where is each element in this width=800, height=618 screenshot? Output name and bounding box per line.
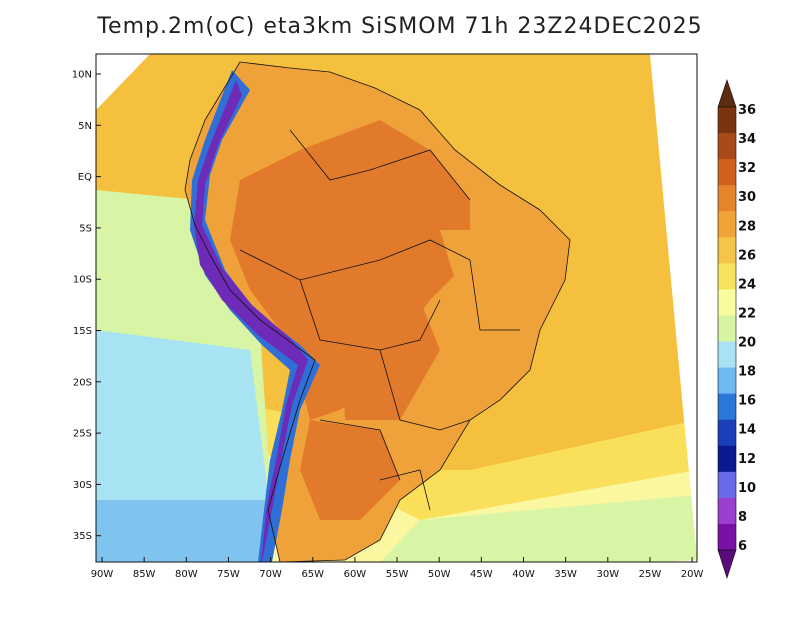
colorbar-label: 14 <box>738 423 756 438</box>
lat-tick-label: 20S <box>73 377 92 388</box>
latitude-axis: 10N 5N EQ 5S 10S 15S 20S 25S 30S 35S <box>72 70 101 542</box>
lat-tick-label: 35S <box>73 531 92 542</box>
colorbar-label: 28 <box>738 219 756 234</box>
lon-tick-label: 55W <box>386 569 409 580</box>
colorbar-label: 18 <box>738 365 756 380</box>
lat-tick-label: 10N <box>72 70 92 81</box>
border-northeast <box>469 259 520 331</box>
colorbar-segment <box>718 263 736 290</box>
lon-tick-label: 85W <box>133 569 156 580</box>
colorbar-segment <box>718 185 736 212</box>
colorbar-min-arrow <box>717 549 737 579</box>
map-title: Temp.2m(oC) eta3km SiSMOM 71h 23Z24DEC20… <box>97 14 703 39</box>
colorbar-label: 34 <box>738 132 756 147</box>
colorbar-segment <box>718 315 736 343</box>
lon-tick-label: 50W <box>428 569 451 580</box>
lon-tick-label: 35W <box>554 569 577 580</box>
colorbar-label: 30 <box>738 190 756 205</box>
colorbar-segment <box>718 393 736 421</box>
colorbar-label: 10 <box>738 481 756 496</box>
border-argentina <box>319 419 401 481</box>
lon-tick-label: 70W <box>259 569 282 580</box>
colorbar-label: 8 <box>738 510 747 525</box>
colorbar-segment <box>718 159 736 186</box>
colorbar-segment <box>718 133 736 160</box>
atlantic-green-band <box>380 495 697 562</box>
colorbar-segment <box>718 497 736 525</box>
colorbar-segment <box>718 107 736 134</box>
border-north-brazil <box>289 129 471 201</box>
colorbar-label: 36 <box>738 103 756 118</box>
lon-tick-label: 30W <box>596 569 619 580</box>
lon-tick-label: 65W <box>301 569 324 580</box>
border-amazon <box>239 239 471 281</box>
colorbar-segment <box>718 445 736 473</box>
lon-tick-label: 90W <box>91 569 114 580</box>
colorbar-segment <box>718 237 736 264</box>
northeast-warm-region <box>440 230 545 330</box>
country-borders <box>184 61 571 563</box>
lat-tick-label: 15S <box>73 326 92 337</box>
coastline <box>184 61 571 563</box>
colorbar-segment <box>718 419 736 447</box>
lon-tick-label: 75W <box>217 569 240 580</box>
longitude-axis: 90W 85W 80W 75W 70W 65W 60W 55W 50W 45W 40W 35W 30W 2… <box>91 557 704 580</box>
border-paraguay <box>379 349 471 431</box>
lat-tick-label: 5N <box>78 121 92 132</box>
lon-tick-label: 80W <box>175 569 198 580</box>
pacific-cyan-band <box>96 330 270 530</box>
colorbar-label: 6 <box>738 539 747 554</box>
colorbar-label: 16 <box>738 394 756 409</box>
lat-tick-label: 25S <box>73 429 92 440</box>
lat-tick-label: 5S <box>79 223 92 234</box>
pacific-cold-band <box>96 500 265 562</box>
colorbar-segment <box>718 289 736 316</box>
border-uruguay <box>379 469 431 511</box>
temperature-field <box>96 54 697 562</box>
colorbar: 36 34 32 30 28 26 24 22 20 18 16 14 12 10 8 6 <box>717 79 756 579</box>
colorbar-segment <box>718 523 736 551</box>
colorbar-frame <box>717 106 737 551</box>
andes-coldest-core <box>194 80 308 562</box>
colorbar-label: 20 <box>738 336 756 351</box>
lon-tick-label: 40W <box>512 569 535 580</box>
colorbar-label: 32 <box>738 161 756 176</box>
lat-tick-label: 10S <box>73 275 92 286</box>
lat-tick-label: 30S <box>73 480 92 491</box>
lon-tick-label: 25W <box>639 569 662 580</box>
lon-tick-label: 20W <box>681 569 704 580</box>
lat-tick-label: EQ <box>78 172 92 183</box>
colorbar-segment <box>718 471 736 499</box>
south-hot-region <box>300 420 400 520</box>
central-hot-region <box>340 300 440 420</box>
map-frame <box>95 53 698 563</box>
colorbar-label: 12 <box>738 452 756 467</box>
colorbar-segment <box>718 367 736 395</box>
colorbar-segment <box>718 211 736 238</box>
lon-tick-label: 45W <box>470 569 493 580</box>
lon-tick-label: 60W <box>344 569 367 580</box>
colorbar-label: 26 <box>738 248 756 263</box>
colorbar-label: 24 <box>738 277 756 292</box>
colorbar-label: 22 <box>738 306 756 321</box>
colorbar-segment <box>718 341 736 369</box>
colorbar-max-arrow <box>717 79 737 108</box>
